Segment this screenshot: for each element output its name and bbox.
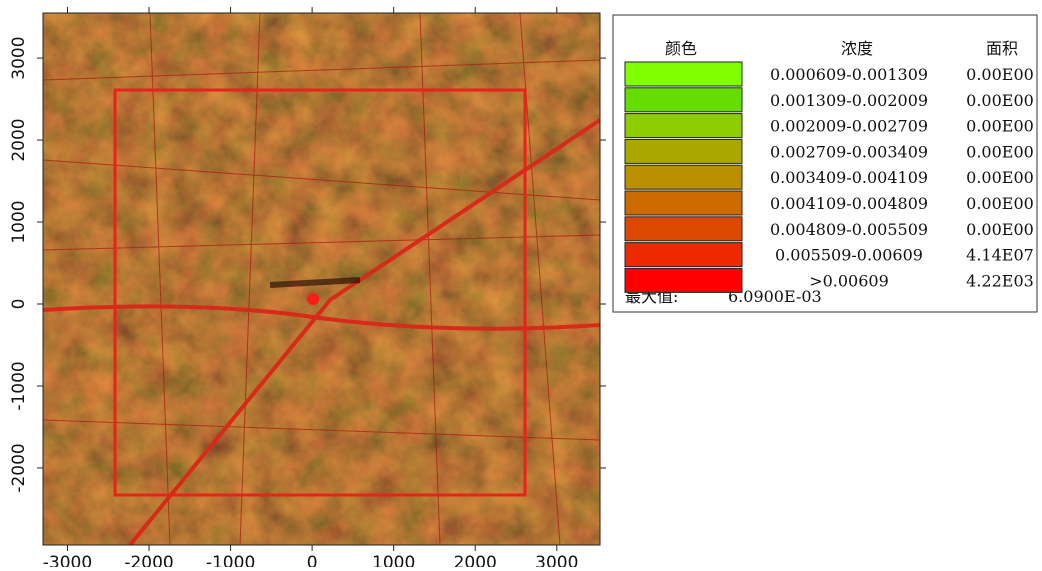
map-image	[43, 13, 600, 545]
legend-area: 0.00E00	[966, 65, 1034, 84]
legend-range: 0.003409-0.004109	[770, 168, 928, 187]
y-tick-label: 3000	[9, 36, 29, 79]
legend-area: 0.00E00	[966, 142, 1034, 161]
y-tick-label: 1000	[9, 200, 29, 243]
x-tick-label: 3000	[535, 553, 578, 567]
x-tick-label: 0	[307, 553, 318, 567]
legend-area: 0.00E00	[966, 168, 1034, 187]
y-tick-label: 0	[9, 299, 29, 310]
legend-area: 0.00E00	[966, 220, 1034, 239]
legend-swatch	[625, 139, 742, 163]
legend-header: 面积	[986, 39, 1018, 58]
legend-range: 0.004809-0.005509	[770, 220, 928, 239]
y-tick-label: -2000	[9, 443, 29, 492]
legend-swatch	[625, 243, 742, 267]
legend-header: 浓度	[841, 39, 873, 58]
x-tick-label: -3000	[43, 553, 92, 567]
legend-area: 0.00E00	[966, 117, 1034, 136]
legend-range: 0.002009-0.002709	[770, 117, 928, 136]
legend-range: 0.002709-0.003409	[770, 142, 928, 161]
source-point	[307, 293, 319, 305]
legend-range: 0.000609-0.001309	[770, 65, 928, 84]
legend-area: 4.14E07	[966, 246, 1034, 265]
legend-range: 0.005509-0.00609	[775, 246, 923, 265]
legend-range: 0.004109-0.004809	[770, 194, 928, 213]
legend-area: 0.00E00	[966, 194, 1034, 213]
legend-swatch	[625, 114, 742, 138]
legend-header: 颜色	[665, 39, 697, 58]
legend-swatch	[625, 165, 742, 189]
legend-swatch	[625, 217, 742, 241]
legend-area: 4.22E03	[966, 271, 1034, 290]
x-tick-label: -1000	[206, 553, 255, 567]
legend-swatch	[625, 62, 742, 86]
x-tick-label: -2000	[124, 553, 173, 567]
legend-swatch	[625, 191, 742, 215]
x-tick-label: 2000	[454, 553, 497, 567]
y-tick-label: 2000	[9, 118, 29, 161]
legend-swatch	[625, 268, 742, 292]
legend-range: 0.001309-0.002009	[770, 91, 928, 110]
legend-area: 0.00E00	[966, 91, 1034, 110]
y-tick-label: -1000	[9, 361, 29, 410]
legend-swatch	[625, 88, 742, 112]
x-tick-label: 1000	[372, 553, 415, 567]
page: 颜色 浓度 面积 最大值: 6.0900E-03 -3000-2000-1000…	[0, 0, 1042, 567]
legend-range: >0.00609	[809, 271, 889, 290]
